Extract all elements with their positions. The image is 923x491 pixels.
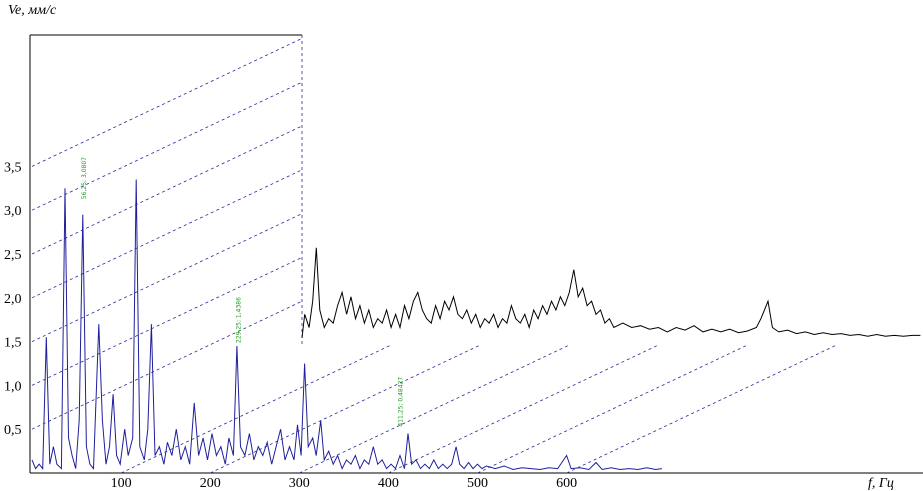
peak-annotation: 411,25; 0,48427: [397, 377, 404, 427]
x-tick-label: 400: [378, 476, 399, 491]
x-axis-title: f, Гц: [868, 476, 894, 491]
grid-line: [477, 344, 748, 474]
y-tick-label: 1,5: [4, 336, 22, 351]
grid-line: [31, 38, 303, 167]
grid-line: [299, 344, 570, 474]
grid-line: [31, 300, 303, 430]
y-tick-label: 2,5: [4, 248, 22, 263]
x-tick-label: 600: [556, 476, 577, 491]
grid-line: [31, 125, 303, 255]
grid-line: [31, 213, 303, 342]
grid-line: [388, 344, 659, 474]
x-tick-label: 200: [200, 476, 221, 491]
y-tick-label: 0,5: [4, 423, 22, 438]
y-tick-label: 2,0: [4, 292, 22, 307]
grid-line: [31, 169, 303, 299]
x-tick-label: 100: [111, 476, 132, 491]
y-axis-title: Ve, мм/с: [8, 3, 57, 18]
grid-line: [31, 81, 303, 211]
peak-annotation: 229,25; 1,4386: [235, 297, 242, 343]
x-tick-label: 500: [467, 476, 488, 491]
grid-line: [566, 344, 837, 474]
spectrum-line: [301, 247, 921, 339]
y-tick-label: 3,5: [4, 160, 22, 175]
spectrum-line: [31, 179, 662, 471]
grid-line: [31, 257, 303, 386]
grid-line: [210, 344, 481, 474]
y-tick-label: 3,0: [4, 204, 22, 219]
y-tick-label: 1,0: [4, 379, 22, 394]
x-tick-label: 300: [289, 476, 310, 491]
peak-annotation: 56,25; 3,0807: [81, 157, 88, 199]
